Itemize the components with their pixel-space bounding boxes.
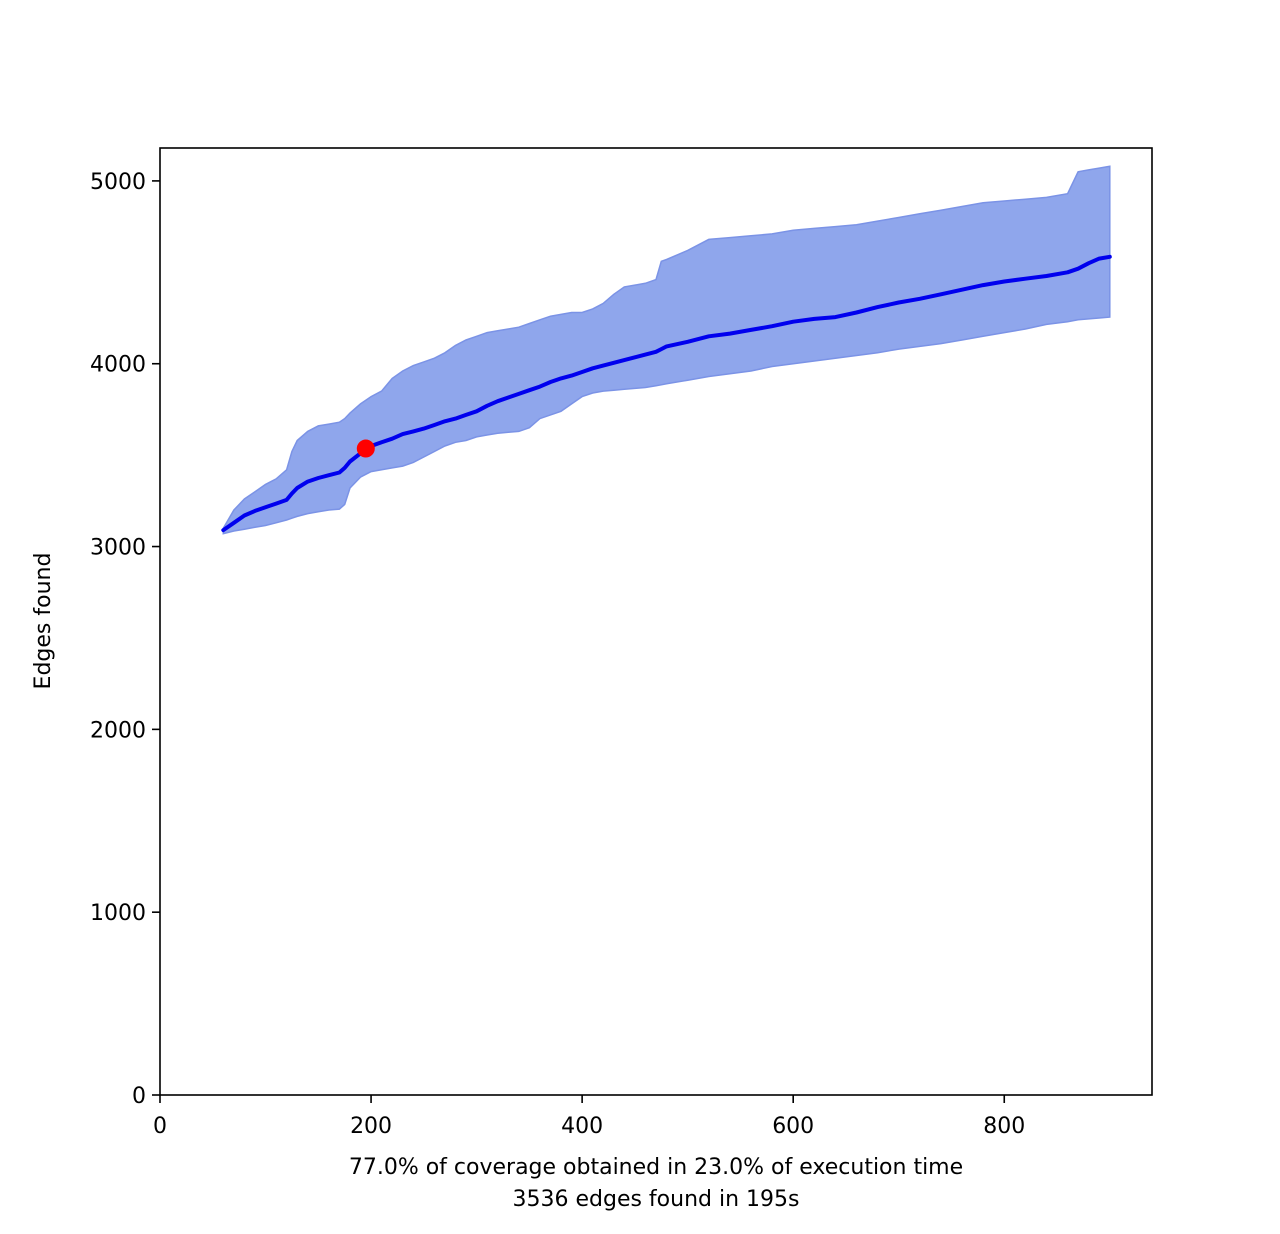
plot-frame <box>159 147 1153 1096</box>
x-tick-label: 0 <box>153 1114 167 1139</box>
x-caption-line-2: 3536 edges found in 195s <box>513 1187 800 1212</box>
x-tick-label: 600 <box>772 1114 814 1139</box>
x-axis: 0 200 400 600 800 <box>153 1095 1025 1139</box>
mean-line <box>221 254 1112 533</box>
band-layer <box>222 165 1111 535</box>
y-axis: 0 1000 2000 3000 4000 5000 <box>90 170 160 1109</box>
line-layer <box>221 254 1112 533</box>
y-tick-label: 2000 <box>90 718 146 743</box>
y-tick-label: 5000 <box>90 170 146 195</box>
y-tick-label: 3000 <box>90 536 146 561</box>
highlight-marker <box>356 439 375 458</box>
y-tick-label: 1000 <box>90 901 146 926</box>
x-tick-label: 400 <box>561 1114 603 1139</box>
y-axis-label: Edges found <box>31 553 56 690</box>
y-tick-label: 4000 <box>90 353 146 378</box>
marker-layer <box>356 439 375 458</box>
x-caption-line-1: 77.0% of coverage obtained in 23.0% of e… <box>349 1155 963 1180</box>
x-tick-label: 200 <box>350 1114 392 1139</box>
x-tick-label: 800 <box>983 1114 1025 1139</box>
y-tick-label: 0 <box>132 1084 146 1109</box>
confidence-band <box>222 165 1111 535</box>
